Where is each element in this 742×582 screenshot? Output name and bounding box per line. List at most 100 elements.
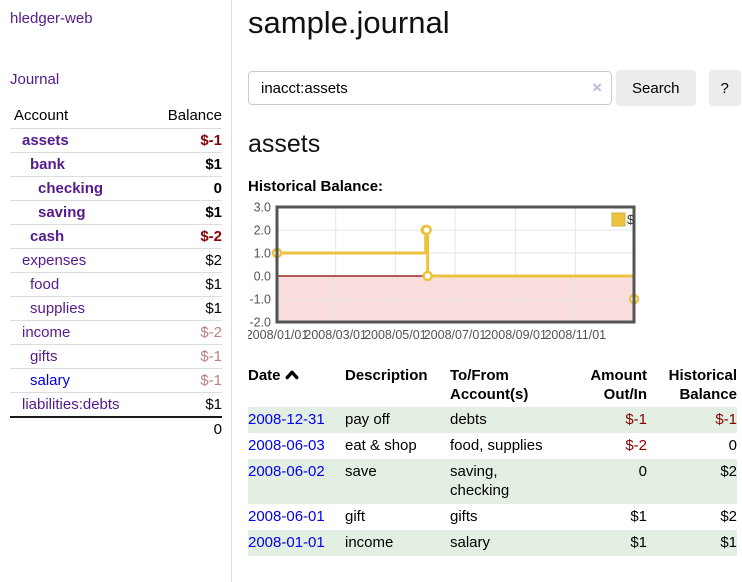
- svg-text:2008/01/01: 2008/01/01: [248, 328, 308, 342]
- account-link-bank[interactable]: bank: [30, 156, 66, 173]
- register-header-accounts: To/From Account(s): [450, 367, 529, 403]
- register-row: 2008-12-31 pay off debts $-1 $-1: [248, 407, 737, 433]
- register-table: Date Description To/From Account(s) Amou…: [248, 364, 737, 556]
- transaction-description: income: [345, 534, 394, 551]
- transaction-accounts: salary: [450, 534, 491, 551]
- transaction-date-link[interactable]: 2008-01-01: [248, 534, 325, 551]
- account-link-supplies[interactable]: supplies: [30, 300, 86, 317]
- clear-search-icon[interactable]: ×: [592, 78, 602, 97]
- register-row: 2008-06-01 gift gifts $1 $2: [248, 504, 737, 530]
- transaction-accounts: debts: [450, 411, 487, 428]
- chart-title: Historical Balance:: [248, 178, 384, 195]
- transaction-description: save: [345, 463, 377, 480]
- register-header-amount: Amount Out/In: [590, 367, 647, 403]
- account-link-assets[interactable]: assets: [22, 132, 69, 149]
- account-row: gifts $-1: [10, 344, 222, 369]
- transaction-amount: $1: [630, 534, 647, 551]
- account-row: assets $-1: [10, 129, 222, 153]
- transaction-amount: $1: [630, 508, 647, 525]
- account-row: salary $-1: [10, 368, 222, 393]
- sidebar: hledger-web Journal Account Balance asse…: [0, 0, 232, 582]
- journal-link[interactable]: Journal: [10, 71, 60, 88]
- accounts-table: Account Balance assets $-1 bank $1 checking 0…: [10, 104, 222, 441]
- transaction-date-link[interactable]: 2008-06-03: [248, 437, 325, 454]
- balance-chart[interactable]: $3.0 2.0 1.0 0.0 -1.0 -2.0 2008/01/01 2008/03/0…: [246, 201, 726, 344]
- account-balance: $1: [148, 152, 222, 177]
- register-table-body: 2008-12-31 pay off debts $-1 $-1 2008-06-03 ea…: [248, 407, 737, 556]
- transaction-date-link[interactable]: 2008-12-31: [248, 411, 325, 428]
- account-row: income $-2: [10, 320, 222, 345]
- balance-chart-svg: $3.0 2.0 1.0 0.0 -1.0 -2.02008/01/012008/03/0…: [246, 201, 640, 342]
- svg-text:-1.0: -1.0: [249, 293, 271, 307]
- transaction-amount: $-1: [625, 411, 647, 428]
- register-header-date[interactable]: Date: [248, 364, 345, 407]
- account-balance: $1: [148, 272, 222, 297]
- account-balance: $-2: [148, 224, 222, 249]
- svg-text:2008/09/01: 2008/09/01: [484, 328, 547, 342]
- account-row: saving $1: [10, 200, 222, 225]
- account-row: checking 0: [10, 176, 222, 201]
- search-input[interactable]: [248, 71, 612, 105]
- sort-ascending-icon: [285, 366, 299, 385]
- svg-text:-2.0: -2.0: [249, 316, 271, 330]
- transaction-balance: 0: [728, 437, 737, 454]
- account-balance: $1: [148, 392, 222, 417]
- account-balance: $2: [148, 248, 222, 273]
- account-row: supplies $1: [10, 296, 222, 321]
- accounts-total-row: 0: [10, 416, 222, 441]
- account-link-salary[interactable]: salary: [30, 372, 71, 389]
- transaction-accounts: food, supplies: [450, 437, 543, 454]
- account-row: expenses $2: [10, 248, 222, 273]
- account-row: liabilities:debts $1: [10, 392, 222, 417]
- register-row: 2008-06-03 eat & shop food, supplies $-2 0: [248, 433, 737, 459]
- transaction-accounts: saving, checking: [450, 463, 510, 499]
- transaction-balance: $-1: [715, 411, 737, 428]
- accounts-header-balance: Balance: [148, 104, 222, 129]
- account-balance: 0: [148, 176, 222, 201]
- account-link-gifts[interactable]: gifts: [30, 348, 58, 365]
- account-row: bank $1: [10, 152, 222, 177]
- account-link-checking[interactable]: checking: [38, 180, 104, 197]
- svg-text:2008/03/01: 2008/03/01: [304, 328, 367, 342]
- account-balance: $1: [148, 200, 222, 225]
- transaction-amount: 0: [638, 463, 647, 480]
- account-balance: $-2: [148, 320, 222, 345]
- register-row: 2008-01-01 income salary $1 $1: [248, 530, 737, 556]
- svg-text:3.0: 3.0: [254, 202, 271, 215]
- page-title: sample.journal: [248, 5, 450, 40]
- account-link-income[interactable]: income: [22, 324, 71, 341]
- transaction-accounts: gifts: [450, 508, 478, 525]
- account-balance: $-1: [148, 368, 222, 393]
- help-button[interactable]: ?: [708, 70, 741, 106]
- account-link-liabilities-debts[interactable]: liabilities:debts: [22, 396, 120, 413]
- account-link-cash[interactable]: cash: [30, 228, 65, 245]
- transaction-balance: $2: [720, 463, 737, 480]
- transaction-date-link[interactable]: 2008-06-02: [248, 463, 325, 480]
- register-row: 2008-06-02 save saving, checking 0 $2: [248, 459, 737, 504]
- app-title-link[interactable]: hledger-web: [10, 10, 93, 27]
- transaction-date-link[interactable]: 2008-06-01: [248, 508, 325, 525]
- search-button[interactable]: Search: [616, 70, 696, 106]
- svg-text:0.0: 0.0: [254, 270, 271, 284]
- search-box: ×: [248, 71, 612, 105]
- svg-text:2008/05/01: 2008/05/01: [364, 328, 427, 342]
- account-balance: $-1: [148, 344, 222, 369]
- accounts-total-value: 0: [148, 416, 222, 441]
- transaction-description: eat & shop: [345, 437, 417, 454]
- plot-border: [275, 205, 636, 324]
- transaction-description: pay off: [345, 411, 390, 428]
- account-link-expenses[interactable]: expenses: [22, 252, 87, 269]
- data-point-marker: [422, 270, 433, 282]
- account-row: cash $-2: [10, 224, 222, 249]
- legend-swatch: [611, 212, 626, 227]
- accounts-header-account: Account: [10, 104, 149, 129]
- account-link-saving[interactable]: saving: [38, 204, 86, 221]
- svg-text:2008/07/01: 2008/07/01: [424, 328, 487, 342]
- account-balance: $1: [148, 296, 222, 321]
- account-link-food[interactable]: food: [30, 276, 60, 293]
- transaction-amount: $-2: [625, 437, 647, 454]
- account-heading: assets: [248, 130, 321, 158]
- data-point-marker: [421, 224, 432, 236]
- svg-text:2.0: 2.0: [254, 224, 271, 238]
